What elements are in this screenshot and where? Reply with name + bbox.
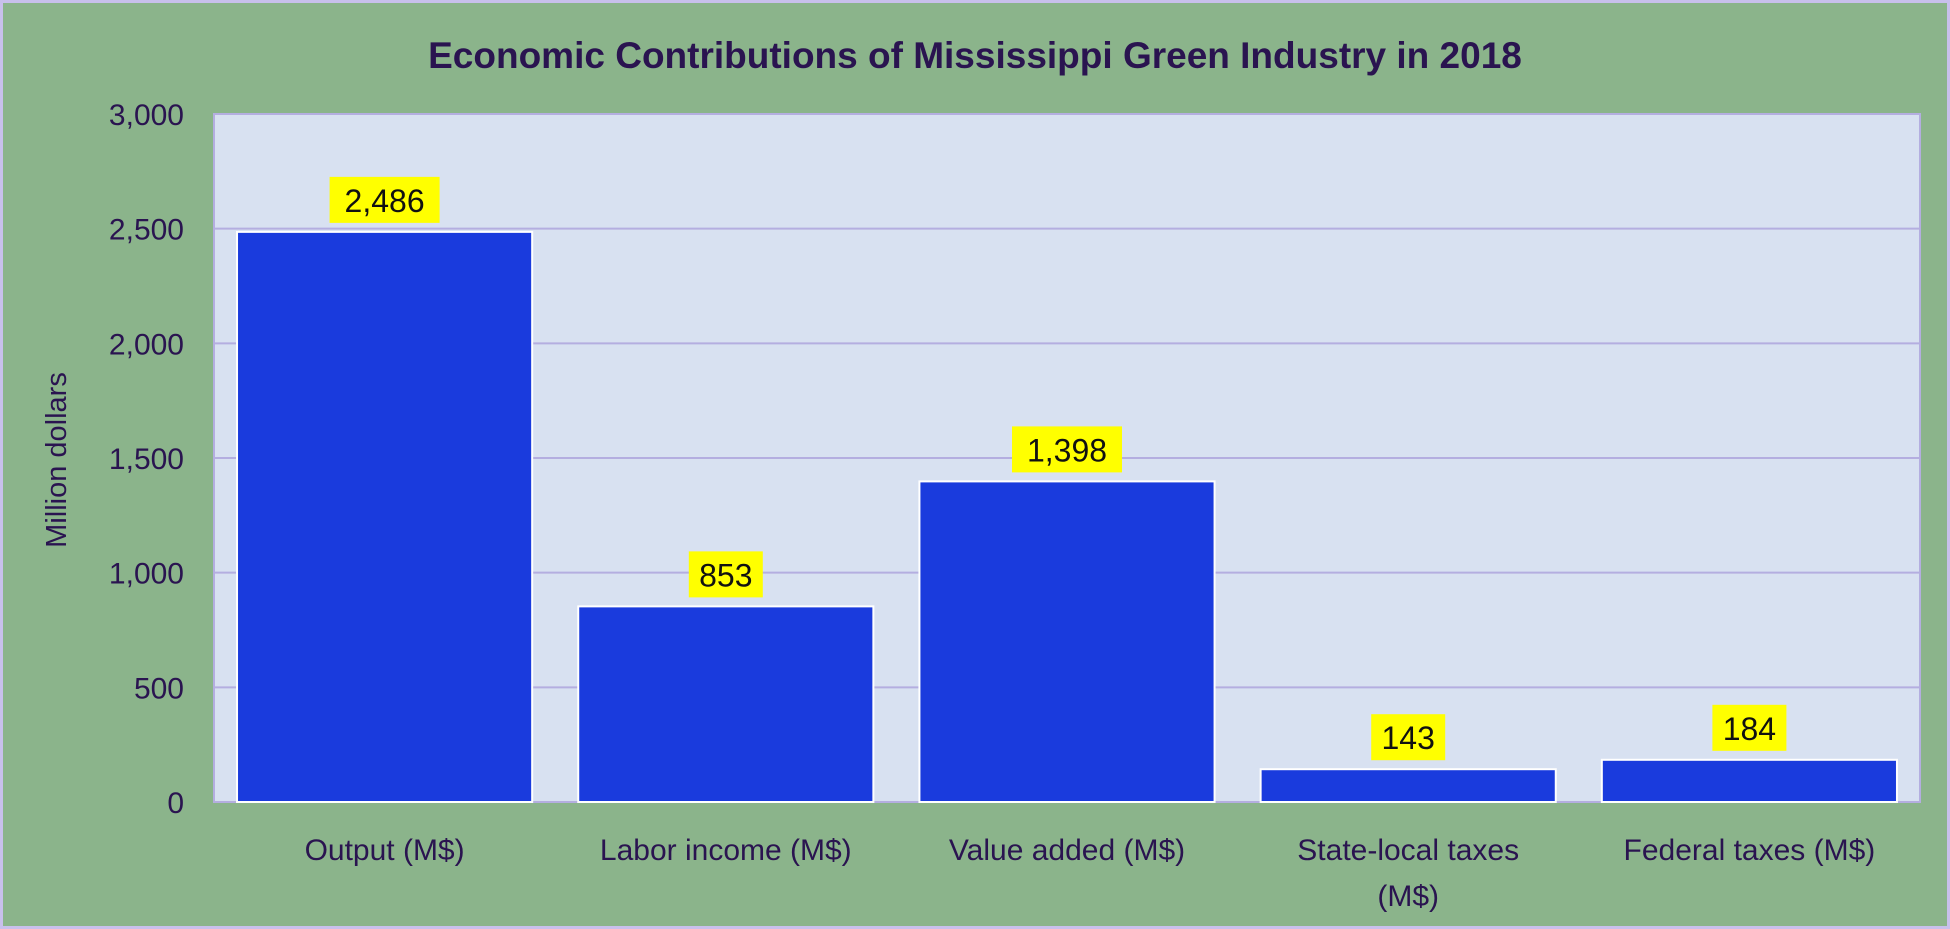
x-tick-label: (M$)	[1377, 880, 1439, 913]
data-label-background	[1371, 714, 1446, 761]
y-tick-label: 3,000	[109, 99, 184, 132]
y-tick-label: 1,500	[109, 443, 184, 476]
y-tick-label: 1,000	[109, 558, 184, 591]
data-label-background	[688, 551, 763, 598]
bar	[577, 605, 875, 803]
y-tick-label: 2,000	[109, 328, 184, 361]
data-label: 853	[699, 557, 752, 593]
bar	[236, 230, 534, 804]
x-tick-label: Federal taxes (M$)	[1624, 834, 1876, 867]
y-tick-label: 2,500	[109, 214, 184, 247]
bar	[1600, 758, 1898, 804]
data-label-background	[1012, 426, 1122, 473]
data-label-background	[1712, 704, 1787, 751]
chart-title: Economic Contributions of Mississippi Gr…	[428, 35, 1522, 76]
data-label: 1,398	[1027, 432, 1107, 468]
x-tick-label: State-local taxes	[1297, 834, 1519, 867]
data-label-background	[329, 176, 440, 223]
data-label: 184	[1723, 711, 1776, 747]
x-tick-label: Output (M$)	[305, 834, 465, 867]
y-tick-label: 0	[167, 787, 184, 820]
x-tick-label: Value added (M$)	[949, 834, 1185, 867]
data-label: 143	[1382, 720, 1435, 756]
y-tick-label: 500	[134, 672, 184, 705]
bar	[1259, 768, 1557, 803]
y-axis-label: Million dollars	[41, 372, 73, 548]
bar	[918, 480, 1216, 803]
data-label: 2,486	[345, 183, 425, 219]
x-tick-label: Labor income (M$)	[600, 834, 852, 867]
